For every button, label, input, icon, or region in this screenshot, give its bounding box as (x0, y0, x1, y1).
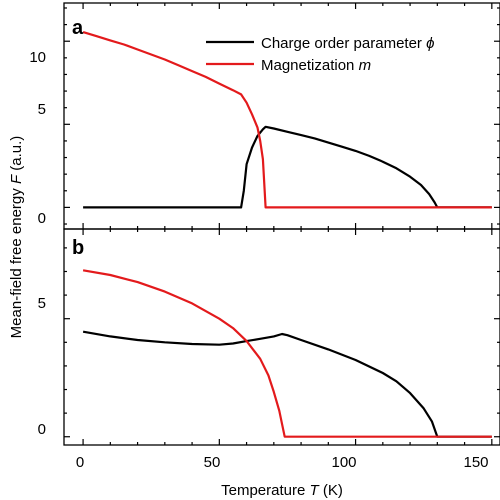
panel-b-series-magnetization (82, 269, 492, 438)
xtick-50: 50 (204, 454, 221, 471)
ytick-a-5: 5 (38, 101, 46, 118)
y-axis-label: Mean-field free energy F (a.u.) (8, 136, 25, 339)
panel-b-frame (63, 228, 500, 446)
xtick-0: 0 (76, 454, 84, 471)
legend-label-charge-order: Charge order parameter ϕ (261, 35, 434, 52)
ytick-b-0: 0 (38, 421, 46, 438)
panel-a-lines (82, 31, 492, 209)
x-axis-label: Temperature T (K) (221, 482, 343, 499)
legend-label-magnetization: Magnetization m (261, 57, 371, 74)
panel-a-letter: a (72, 17, 84, 39)
panel-b-series-charge-order (82, 330, 492, 438)
panel-b-letter: b (72, 237, 84, 259)
ytick-b-5: 5 (38, 295, 46, 312)
panel-b-lines (82, 269, 492, 438)
panel-a-series-magnetization (82, 31, 492, 209)
legend: Charge order parameter ϕ Magnetization m (206, 35, 434, 74)
ytick-a-0: 0 (38, 210, 46, 227)
xtick-150: 150 (463, 454, 488, 471)
xtick-100: 100 (331, 454, 356, 471)
panel-a-series-charge-order (83, 125, 492, 209)
ytick-a-10: 10 (29, 49, 46, 66)
